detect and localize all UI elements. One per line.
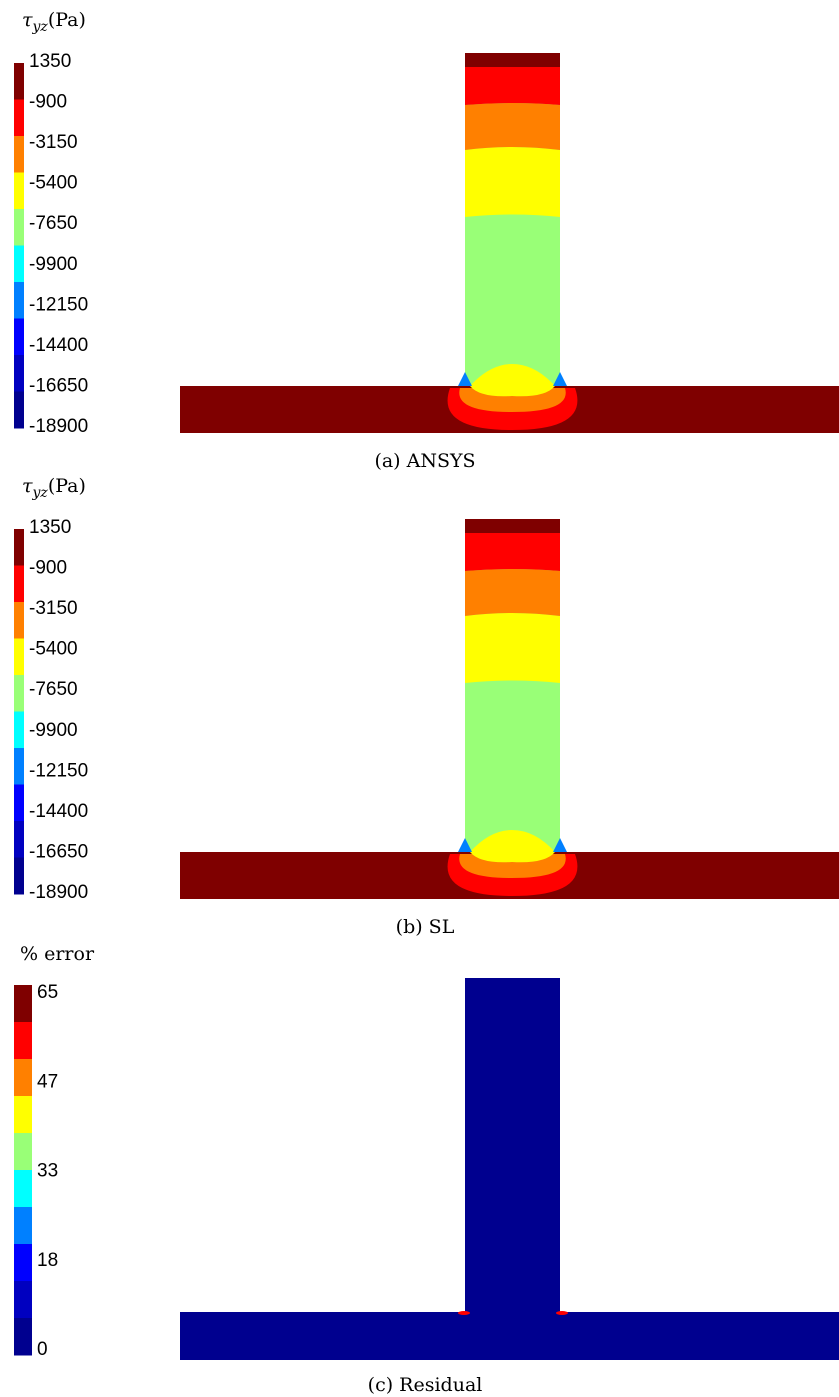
colorbar-segment xyxy=(14,675,24,712)
hotspot xyxy=(556,1311,568,1315)
corner xyxy=(458,838,472,852)
colorbar-segment xyxy=(14,821,24,858)
colorbar-label: -18900 xyxy=(29,416,88,437)
colorbar-segment xyxy=(14,784,24,822)
colorbar-segment xyxy=(14,602,24,639)
corner xyxy=(458,372,472,386)
colorbar-segment xyxy=(14,857,24,895)
colorbar-title: τyz(Pa) xyxy=(22,475,86,501)
colorbar-label: -14400 xyxy=(29,335,88,356)
colorbar-segment xyxy=(14,391,24,429)
subscript: yz xyxy=(32,485,49,501)
band-darkred xyxy=(465,519,560,533)
caption: (b) SL xyxy=(396,916,455,938)
colorbar-label: 65 xyxy=(37,982,58,1003)
corner xyxy=(553,372,567,386)
colorbar-label: -12150 xyxy=(29,760,88,781)
column xyxy=(465,978,560,1313)
colorbar-segment xyxy=(14,99,24,137)
symbol: τ xyxy=(22,9,33,31)
colorbar-title: τyz(Pa) xyxy=(22,9,86,35)
colorbar-label: -900 xyxy=(29,92,67,113)
band-red xyxy=(465,67,560,105)
subscript: yz xyxy=(32,19,49,35)
colorbar-segment xyxy=(14,1318,32,1356)
blob-yellow xyxy=(470,830,555,863)
colorbar-segment xyxy=(14,529,24,566)
caption: (a) ANSYS xyxy=(374,450,475,472)
colorbar-label: -900 xyxy=(29,558,67,579)
colorbar-label: -9900 xyxy=(29,720,78,741)
band-yellow xyxy=(465,147,560,217)
hotspot xyxy=(458,1311,470,1315)
colorbar-segment xyxy=(14,136,24,173)
colorbar-label: -3150 xyxy=(29,598,78,619)
colorbar-label: 47 xyxy=(37,1071,58,1092)
band-orange xyxy=(465,103,560,150)
colorbar-label: -3150 xyxy=(29,132,78,153)
colorbar-segment xyxy=(14,1133,32,1171)
colorbar-segment xyxy=(14,282,24,319)
colorbar-label: -14400 xyxy=(29,801,88,822)
colorbar-segment xyxy=(14,1244,32,1282)
colorbar-segment xyxy=(14,748,24,785)
colorbar-label: 1350 xyxy=(29,51,71,72)
base xyxy=(180,1312,839,1360)
colorbar-label: -7650 xyxy=(29,679,78,700)
corner xyxy=(553,838,567,852)
colorbar-segment xyxy=(14,209,24,246)
colorbar-segment xyxy=(14,245,24,283)
colorbar-label: 33 xyxy=(37,1161,58,1182)
colorbar-segment xyxy=(14,355,24,392)
colorbar-label: 18 xyxy=(37,1250,58,1271)
colorbar-label: -16650 xyxy=(29,375,88,396)
colorbar-segment xyxy=(14,985,32,1023)
colorbar-segment xyxy=(14,1096,32,1134)
colorbar-label: -16650 xyxy=(29,841,88,862)
unit: (Pa) xyxy=(48,475,86,497)
colorbar-segment xyxy=(14,1022,32,1060)
colorbar-label: -12150 xyxy=(29,294,88,315)
colorbar-segment xyxy=(14,1207,32,1245)
colorbar-segment xyxy=(14,638,24,676)
band-yellow xyxy=(465,613,560,683)
colorbar-label: 0 xyxy=(37,1339,48,1360)
colorbar-segment xyxy=(14,1281,32,1319)
symbol: τ xyxy=(22,475,33,497)
colorbar-label: 1350 xyxy=(29,517,71,538)
colorbar-label: -18900 xyxy=(29,882,88,903)
colorbar-title: % error xyxy=(20,943,95,965)
band-darkred xyxy=(465,53,560,67)
colorbar-segment xyxy=(14,711,24,749)
band-orange xyxy=(465,569,560,616)
colorbar-segment xyxy=(14,172,24,210)
colorbar-label: -5400 xyxy=(29,639,78,660)
unit: (Pa) xyxy=(48,9,86,31)
colorbar-label: -7650 xyxy=(29,213,78,234)
colorbar-segment xyxy=(14,318,24,356)
colorbar-segment xyxy=(14,1170,32,1208)
colorbar-segment xyxy=(14,565,24,603)
colorbar-segment xyxy=(14,1059,32,1097)
colorbar-label: -9900 xyxy=(29,254,78,275)
colorbar-segment xyxy=(14,63,24,100)
colorbar-label: -5400 xyxy=(29,173,78,194)
band-red xyxy=(465,533,560,571)
blob-yellow xyxy=(470,364,555,397)
caption: (c) Residual xyxy=(368,1374,483,1396)
